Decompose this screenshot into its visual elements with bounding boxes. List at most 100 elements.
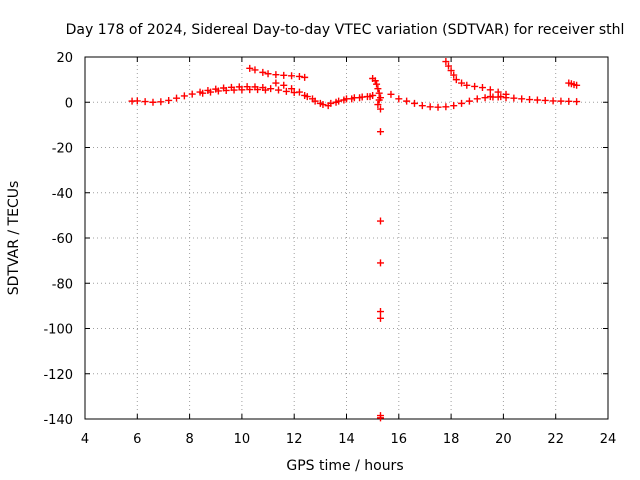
data-point	[502, 94, 510, 102]
data-point	[478, 84, 486, 92]
y-tick-label: 20	[56, 51, 73, 66]
data-point	[376, 105, 384, 113]
data-point	[426, 103, 434, 111]
data-point	[549, 97, 557, 105]
data-point	[340, 96, 348, 104]
data-point	[434, 103, 442, 111]
data-point	[442, 103, 450, 111]
x-tick-label: 8	[185, 432, 193, 447]
x-tick-label: 12	[286, 432, 303, 447]
data-point	[214, 87, 222, 95]
data-point	[565, 97, 573, 105]
data-point	[254, 86, 262, 94]
y-tick-label: -100	[43, 323, 73, 338]
data-point	[444, 62, 452, 70]
data-point	[450, 71, 458, 79]
data-point	[272, 79, 280, 87]
data-point	[356, 94, 364, 102]
series-outliers-15h	[376, 128, 384, 422]
data-point	[463, 81, 471, 89]
data-point	[267, 85, 275, 93]
data-point	[376, 308, 384, 316]
data-point	[375, 89, 383, 97]
data-point	[199, 89, 207, 97]
data-point	[280, 71, 288, 79]
data-point	[376, 314, 384, 322]
marks-layer	[128, 58, 581, 422]
data-point	[246, 86, 254, 94]
y-tick-label: -80	[52, 277, 73, 292]
x-tick-label: 22	[547, 432, 564, 447]
chart-title: Day 178 of 2024, Sidereal Day-to-day VTE…	[66, 22, 625, 38]
data-point	[376, 217, 384, 225]
series-band-afternoon-a	[387, 90, 505, 111]
series-band-midday	[301, 91, 377, 110]
x-tick-label: 24	[600, 432, 617, 447]
data-point	[395, 95, 403, 103]
series-spikes-15h	[369, 74, 384, 113]
y-tick-label: -60	[52, 232, 73, 247]
data-point	[251, 66, 259, 74]
data-point	[295, 88, 303, 96]
series-arc-17-19	[442, 58, 510, 98]
series-band-main-b	[199, 86, 269, 97]
data-point	[316, 99, 324, 107]
data-point	[403, 97, 411, 105]
y-tick-label: -40	[52, 187, 73, 202]
data-point	[486, 93, 494, 101]
x-tick-label: 4	[81, 432, 89, 447]
data-point	[272, 71, 280, 79]
data-point	[369, 91, 377, 99]
tick-layer: 4 6 8 10 12 14 16 18 20 22 24 20 0 -20 -40 -60 -80 -100 -1…	[43, 51, 616, 447]
x-tick-label: 14	[338, 432, 355, 447]
data-point	[447, 67, 455, 75]
series-cluster-22-7	[565, 79, 581, 89]
data-point	[442, 58, 450, 66]
data-point	[494, 93, 502, 101]
data-point	[518, 95, 526, 103]
y-axis-label: SDTVAR / TECUs	[6, 181, 22, 296]
data-point	[557, 97, 565, 105]
data-point	[374, 101, 382, 109]
data-point	[301, 73, 309, 81]
x-tick-label: 20	[495, 432, 512, 447]
data-point	[149, 98, 157, 106]
data-point	[348, 95, 356, 103]
x-tick-label: 10	[234, 432, 251, 447]
data-point	[207, 88, 215, 96]
data-point	[465, 97, 473, 105]
data-point	[376, 128, 384, 136]
data-point	[452, 76, 460, 84]
data-point	[573, 98, 581, 106]
data-point	[309, 95, 317, 103]
y-tick-label: -140	[43, 413, 73, 428]
data-point	[573, 81, 581, 89]
data-point	[471, 82, 479, 90]
data-point	[371, 77, 379, 85]
data-point	[481, 94, 489, 102]
data-point	[526, 96, 534, 104]
data-point	[376, 259, 384, 267]
data-point	[275, 86, 283, 94]
data-point	[387, 90, 395, 98]
plot-frame	[84, 56, 609, 420]
series-band-evening	[486, 93, 581, 106]
series-arc-upper	[246, 64, 309, 81]
data-point	[222, 86, 230, 94]
data-point	[510, 94, 518, 102]
data-point	[375, 96, 383, 104]
data-point	[473, 95, 481, 103]
y-tick-label: -120	[43, 368, 73, 383]
data-point	[280, 81, 288, 89]
data-point	[301, 91, 309, 99]
data-point	[332, 98, 340, 106]
data-point	[458, 99, 466, 107]
data-point	[165, 96, 173, 104]
y-tick-label: 0	[65, 96, 73, 111]
data-point	[259, 68, 267, 76]
data-point	[238, 86, 246, 94]
data-point	[324, 102, 332, 110]
x-tick-label: 6	[133, 432, 141, 447]
data-point	[410, 99, 418, 107]
